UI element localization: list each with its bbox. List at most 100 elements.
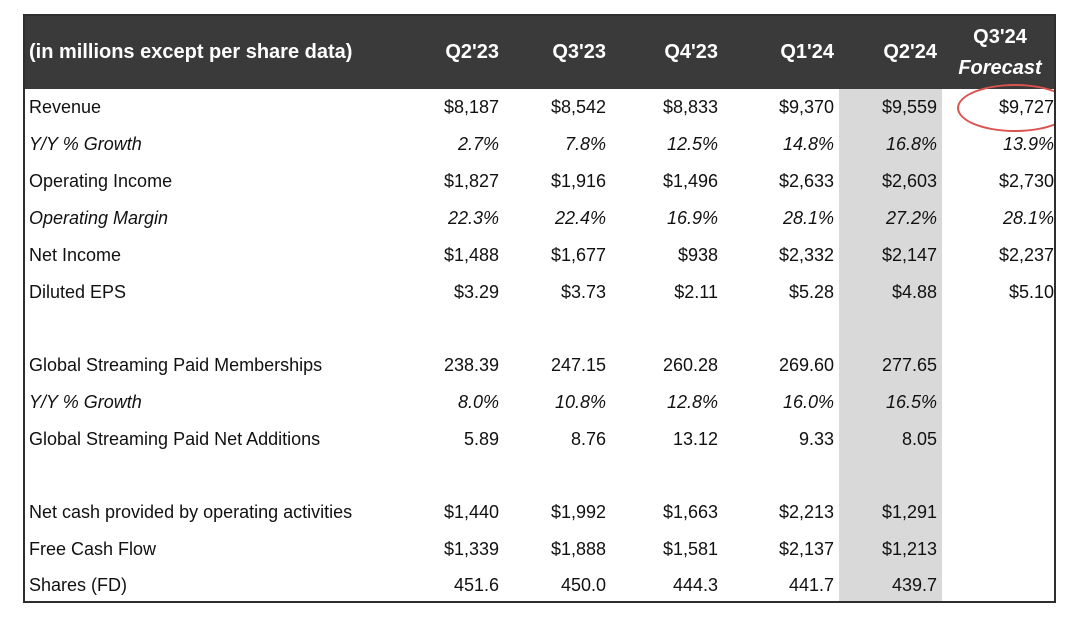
table-cell: 7.8% — [564, 134, 606, 154]
table-row: Net cash provided by operating activitie… — [25, 494, 1054, 531]
table-row: Operating Income $1,827 $1,916 $1,496 $2,633… — [25, 163, 1054, 200]
table-cell: 10.8% — [554, 392, 606, 412]
table-cell: $1,827 — [443, 171, 499, 191]
table-cell: $2,137 — [778, 539, 834, 559]
table-header: (in millions except per share data) Q2'2… — [25, 16, 1054, 89]
row-label: Free Cash Flow — [29, 539, 157, 559]
table-cell: $2,332 — [778, 245, 834, 265]
table-cell: 13.9% — [1002, 134, 1054, 154]
header-label: (in millions except per share data) — [29, 41, 353, 63]
table-cell: 12.8% — [666, 392, 718, 412]
table-cell: $9,370 — [778, 97, 834, 117]
table-row: Operating Margin 22.3% 22.4% 16.9% 28.1% 27.2… — [25, 200, 1054, 237]
row-label: Net Income — [29, 245, 122, 265]
table-cell: $8,187 — [443, 97, 499, 117]
table-cell: $4.88 — [891, 282, 937, 302]
table-cell: 16.9% — [666, 208, 718, 228]
row-label: Shares (FD) — [29, 575, 128, 595]
table-cell: 22.3% — [447, 208, 499, 228]
table-cell: $938 — [677, 245, 718, 265]
table-cell: 16.5% — [885, 392, 937, 412]
table-cell — [960, 531, 1054, 568]
table-cell: $2.11 — [674, 282, 718, 302]
table-row: Global Streaming Paid Net Additions 5.89 8… — [25, 421, 1054, 458]
table-cell — [960, 421, 1054, 458]
table-cell: 12.5% — [666, 134, 718, 154]
table-row: Free Cash Flow $1,339 $1,888 $1,581 $2,137 $1… — [25, 531, 1054, 568]
table-cell: 8.76 — [570, 429, 606, 449]
row-label: Operating Income — [29, 171, 173, 191]
table-cell: $1,339 — [443, 539, 499, 559]
table-cell: $1,440 — [443, 502, 499, 522]
table-cell — [960, 347, 1054, 384]
table-cell — [960, 567, 1054, 601]
table-cell: 5.89 — [463, 429, 499, 449]
row-label: Revenue — [29, 97, 102, 117]
table-cell: $1,916 — [550, 171, 606, 191]
row-label: Global Streaming Paid Net Additions — [29, 429, 321, 449]
table-row: Shares (FD) 451.6 450.0 444.3 441.7 439.7 — [25, 567, 1054, 601]
table-cell: 260.28 — [662, 355, 718, 375]
row-label: Y/Y % Growth — [29, 392, 142, 412]
table-cell: 451.6 — [453, 575, 499, 595]
table-cell: 2.7% — [457, 134, 499, 154]
table-cell: 439.7 — [891, 575, 937, 595]
table-row: Revenue $8,187 $8,542 $8,833 $9,370 $9,559 $9,… — [25, 89, 1054, 126]
table-cell: 27.2% — [885, 208, 937, 228]
row-label: Diluted EPS — [29, 282, 127, 302]
table-cell: 8.0% — [457, 392, 499, 412]
header-col-q3-23: Q3'23 — [552, 41, 606, 63]
table-cell: $1,291 — [881, 502, 937, 522]
table-row: Net Income $1,488 $1,677 $938 $2,332 $2,147 $2… — [25, 237, 1054, 274]
table-cell: 13.12 — [672, 429, 718, 449]
table-cell: $3.29 — [453, 282, 499, 302]
highlighted-column-q2-24 — [839, 89, 942, 601]
table-cell: $2,633 — [778, 171, 834, 191]
table-cell: 444.3 — [672, 575, 718, 595]
table-cell: 238.39 — [443, 355, 499, 375]
table-cell: $1,488 — [443, 245, 499, 265]
table-cell: 16.8% — [885, 134, 937, 154]
table-cell: $1,213 — [881, 539, 937, 559]
table-row: Y/Y % Growth 2.7% 7.8% 12.5% 14.8% 16.8% 13.9% — [25, 126, 1054, 163]
table-cell: 441.7 — [788, 575, 834, 595]
table-cell: $2,237 — [998, 245, 1054, 265]
header-col-q4-23: Q4'23 — [664, 41, 718, 63]
table-cell: 28.1% — [1002, 208, 1054, 228]
table-cell: $1,663 — [662, 502, 718, 522]
table-cell: $9,727 — [998, 97, 1054, 117]
table-cell: $1,581 — [662, 539, 718, 559]
financial-table: (in millions except per share data) Q2'2… — [23, 14, 1056, 603]
table-cell: $9,559 — [881, 97, 937, 117]
table-cell: $1,888 — [550, 539, 606, 559]
table-cell: 9.33 — [798, 429, 834, 449]
header-col-q2-23: Q2'23 — [445, 41, 499, 63]
table-cell: $1,496 — [662, 171, 718, 191]
table-cell: 16.0% — [782, 392, 834, 412]
row-label: Operating Margin — [29, 208, 169, 228]
table-cell: 269.60 — [778, 355, 834, 375]
table-row: Global Streaming Paid Memberships 238.39 2… — [25, 347, 1054, 384]
table-cell: 450.0 — [560, 575, 606, 595]
table-row: Diluted EPS $3.29 $3.73 $2.11 $5.28 $4.88 $5.1… — [25, 274, 1054, 311]
table-row: Y/Y % Growth 8.0% 10.8% 12.8% 16.0% 16.5% — [25, 384, 1054, 421]
table-cell: $1,677 — [550, 245, 606, 265]
table-cell: $2,730 — [998, 171, 1054, 191]
table-cell: $2,213 — [778, 502, 834, 522]
table-cell: $3.73 — [560, 282, 606, 302]
table-cell: 14.8% — [782, 134, 834, 154]
header-col-q2-24: Q2'24 — [883, 41, 937, 63]
header-col-forecast: Q3'24 Forecast — [944, 16, 1054, 89]
table-cell: $2,603 — [881, 171, 937, 191]
table-cell: $5.10 — [1008, 282, 1054, 302]
table-cell: $8,833 — [662, 97, 718, 117]
table-cell: 8.05 — [901, 429, 937, 449]
table-cell: 22.4% — [554, 208, 606, 228]
row-label: Global Streaming Paid Memberships — [29, 355, 323, 375]
table-cell: 28.1% — [782, 208, 834, 228]
table-cell: $8,542 — [550, 97, 606, 117]
row-label: Y/Y % Growth — [29, 134, 142, 154]
forecast-quarter: Q3'24 — [973, 25, 1027, 48]
table-cell: $2,147 — [881, 245, 937, 265]
table-cell: $5.28 — [788, 282, 834, 302]
